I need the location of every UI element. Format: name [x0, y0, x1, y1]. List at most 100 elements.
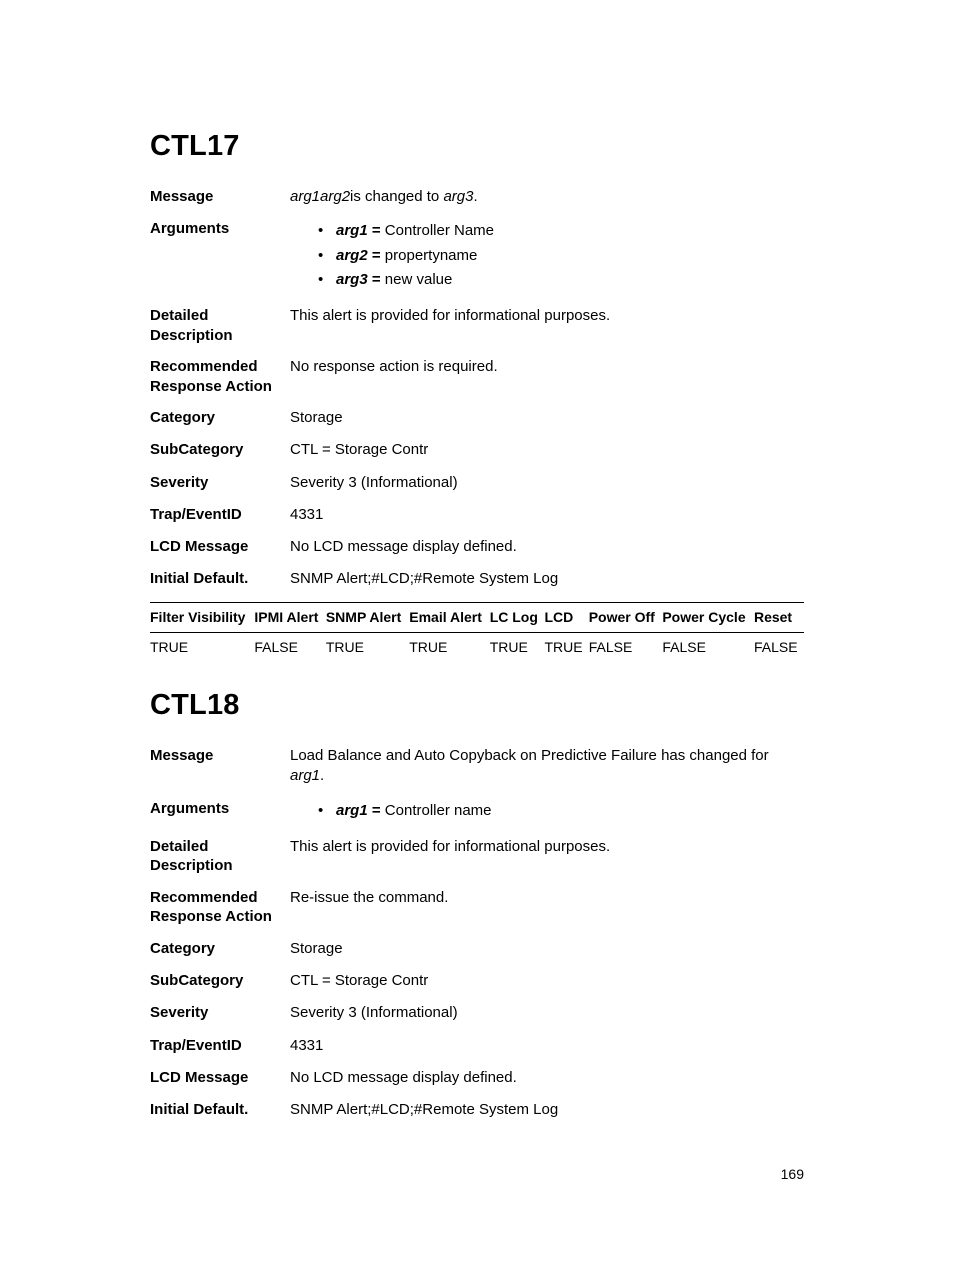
label-category: Category — [150, 939, 290, 959]
alert-table-ctl17: Filter Visibility IPMI Alert SNMP Alert … — [150, 602, 804, 662]
label-arguments: Arguments — [150, 219, 290, 239]
row-severity: Severity Severity 3 (Informational) — [150, 473, 804, 493]
arg-val: Controller Name — [385, 222, 494, 239]
value-trap: 4331 — [290, 505, 804, 525]
value-severity: Severity 3 (Informational) — [290, 473, 804, 493]
th-snmp: SNMP Alert — [326, 602, 409, 633]
value-arguments: arg1 = Controller Name arg2 = propertyna… — [290, 219, 804, 294]
message-text: Load Balance and Auto Copyback on Predic… — [290, 747, 769, 764]
arg-item: arg1 = Controller name — [336, 801, 804, 821]
value-detailed: This alert is provided for informational… — [290, 306, 804, 326]
row-lcd: LCD Message No LCD message display defin… — [150, 537, 804, 557]
message-mid: is changed to — [350, 188, 443, 205]
label-recommended: Recommended Response Action — [150, 888, 290, 927]
arg-name: arg1 — [336, 222, 368, 239]
value-category: Storage — [290, 408, 804, 428]
value-initial: SNMP Alert;#LCD;#Remote System Log — [290, 569, 804, 589]
value-severity: Severity 3 (Informational) — [290, 1003, 804, 1023]
arg-eq: = — [368, 247, 385, 264]
row-arguments: Arguments arg1 = Controller Name arg2 = … — [150, 219, 804, 294]
th-poweroff: Power Off — [589, 602, 663, 633]
arg-val: new value — [385, 271, 453, 288]
th-powercycle: Power Cycle — [662, 602, 754, 633]
label-lcd: LCD Message — [150, 1068, 290, 1088]
label-trap: Trap/EventID — [150, 1036, 290, 1056]
message-arg-prefix: arg1arg2 — [290, 188, 350, 205]
value-message: arg1arg2is changed to arg3. — [290, 187, 804, 207]
message-arg-suffix: arg3 — [443, 188, 473, 205]
td: TRUE — [409, 633, 489, 662]
label-initial: Initial Default. — [150, 1100, 290, 1120]
value-category: Storage — [290, 939, 804, 959]
th-filter: Filter Visibility — [150, 602, 254, 633]
value-arguments: arg1 = Controller name — [290, 799, 804, 825]
row-lcd: LCD Message No LCD message display defin… — [150, 1068, 804, 1088]
label-severity: Severity — [150, 473, 290, 493]
arg-list-ctl17: arg1 = Controller Name arg2 = propertyna… — [290, 221, 804, 290]
arg-item: arg2 = propertyname — [336, 246, 804, 266]
label-detailed: Detailed Description — [150, 306, 290, 345]
td: FALSE — [589, 633, 663, 662]
td: TRUE — [545, 633, 589, 662]
message-arg: arg1 — [290, 767, 320, 784]
th-reset: Reset — [754, 602, 804, 633]
value-subcategory: CTL = Storage Contr — [290, 440, 804, 460]
value-lcd: No LCD message display defined. — [290, 537, 804, 557]
label-category: Category — [150, 408, 290, 428]
value-message: Load Balance and Auto Copyback on Predic… — [290, 746, 804, 787]
label-lcd: LCD Message — [150, 537, 290, 557]
message-end: . — [473, 188, 477, 205]
label-trap: Trap/EventID — [150, 505, 290, 525]
label-recommended: Recommended Response Action — [150, 357, 290, 396]
td: FALSE — [254, 633, 325, 662]
row-severity: Severity Severity 3 (Informational) — [150, 1003, 804, 1023]
arg-item: arg1 = Controller Name — [336, 221, 804, 241]
label-severity: Severity — [150, 1003, 290, 1023]
row-trap: Trap/EventID 4331 — [150, 1036, 804, 1056]
arg-eq: = — [368, 271, 385, 288]
table-row: TRUE FALSE TRUE TRUE TRUE TRUE FALSE FAL… — [150, 633, 804, 662]
page: CTL17 Message arg1arg2is changed to arg3… — [0, 0, 954, 1268]
row-message: Message arg1arg2is changed to arg3. — [150, 187, 804, 207]
value-subcategory: CTL = Storage Contr — [290, 971, 804, 991]
label-arguments: Arguments — [150, 799, 290, 819]
value-detailed: This alert is provided for informational… — [290, 837, 804, 857]
arg-eq: = — [368, 802, 385, 819]
td: FALSE — [662, 633, 754, 662]
section-ctl17: CTL17 Message arg1arg2is changed to arg3… — [150, 130, 804, 661]
table-header-row: Filter Visibility IPMI Alert SNMP Alert … — [150, 602, 804, 633]
row-subcategory: SubCategory CTL = Storage Contr — [150, 971, 804, 991]
label-detailed: Detailed Description — [150, 837, 290, 876]
row-trap: Trap/EventID 4331 — [150, 505, 804, 525]
arg-name: arg1 — [336, 802, 368, 819]
section-ctl18: CTL18 Message Load Balance and Auto Copy… — [150, 689, 804, 1120]
arg-list-ctl18: arg1 = Controller name — [290, 801, 804, 821]
row-message: Message Load Balance and Auto Copyback o… — [150, 746, 804, 787]
arg-name: arg3 — [336, 271, 368, 288]
row-arguments: Arguments arg1 = Controller name — [150, 799, 804, 825]
td: FALSE — [754, 633, 804, 662]
label-message: Message — [150, 187, 290, 207]
th-ipmi: IPMI Alert — [254, 602, 325, 633]
th-lclog: LC Log — [490, 602, 545, 633]
row-initial: Initial Default. SNMP Alert;#LCD;#Remote… — [150, 1100, 804, 1120]
page-number: 169 — [781, 1166, 804, 1182]
label-initial: Initial Default. — [150, 569, 290, 589]
value-trap: 4331 — [290, 1036, 804, 1056]
arg-eq: = — [368, 222, 385, 239]
section-title-ctl17: CTL17 — [150, 130, 804, 163]
row-initial: Initial Default. SNMP Alert;#LCD;#Remote… — [150, 569, 804, 589]
message-end: . — [320, 767, 324, 784]
td: TRUE — [150, 633, 254, 662]
value-lcd: No LCD message display defined. — [290, 1068, 804, 1088]
arg-val: propertyname — [385, 247, 478, 264]
arg-name: arg2 — [336, 247, 368, 264]
row-detailed: Detailed Description This alert is provi… — [150, 306, 804, 345]
arg-item: arg3 = new value — [336, 270, 804, 290]
td: TRUE — [490, 633, 545, 662]
value-recommended: No response action is required. — [290, 357, 804, 377]
row-category: Category Storage — [150, 408, 804, 428]
arg-val: Controller name — [385, 802, 492, 819]
th-email: Email Alert — [409, 602, 489, 633]
row-detailed: Detailed Description This alert is provi… — [150, 837, 804, 876]
